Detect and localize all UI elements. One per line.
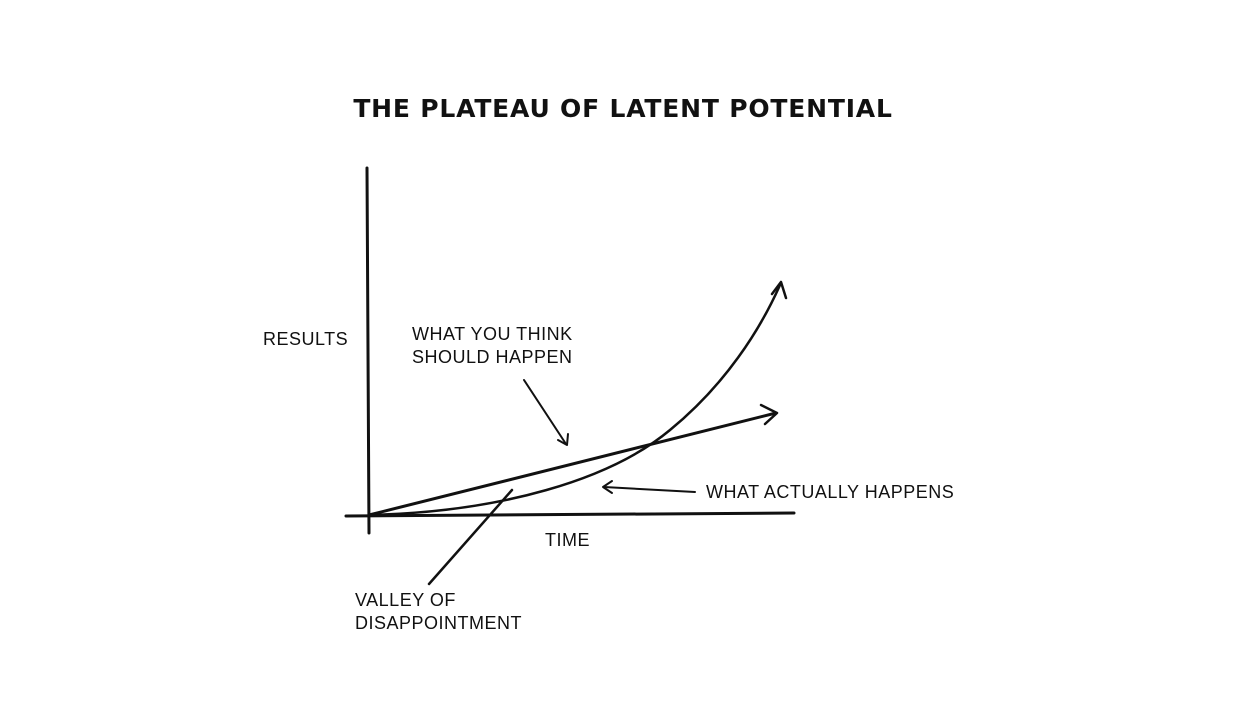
expected-growth-line bbox=[367, 411, 778, 517]
x-axis bbox=[344, 511, 796, 518]
actual-growth-arrowhead bbox=[770, 280, 788, 300]
y-axis-label: RESULTS bbox=[263, 329, 349, 349]
actual-pointer-line bbox=[603, 486, 696, 493]
actual-annotation: WHAT ACTUALLY HAPPENS bbox=[706, 482, 955, 502]
valley-annotation: VALLEY OF DISAPPOINTMENT bbox=[355, 589, 522, 635]
expected-growth-arrowhead bbox=[759, 403, 779, 426]
actual-pointer-arrowhead bbox=[602, 480, 613, 494]
valley-annotation-line-2: DISAPPOINTMENT bbox=[355, 613, 523, 633]
y-axis bbox=[365, 166, 371, 535]
expected-pointer-line bbox=[523, 379, 567, 445]
expected-pointer-arrowhead bbox=[557, 433, 569, 446]
x-axis-label: TIME bbox=[545, 530, 590, 550]
expected-annotation-line-2: SHOULD HAPPEN bbox=[412, 347, 573, 367]
valley-annotation-line-1: VALLEY OF bbox=[355, 590, 456, 610]
expected-annotation: WHAT YOU THINK SHOULD HAPPEN bbox=[412, 323, 573, 369]
diagram-title: THE PLATEAU OF LATENT POTENTIAL bbox=[353, 94, 893, 123]
valley-pointer-line bbox=[427, 488, 514, 586]
expected-annotation-line-1: WHAT YOU THINK bbox=[412, 324, 573, 344]
actual-growth-curve bbox=[367, 283, 782, 517]
